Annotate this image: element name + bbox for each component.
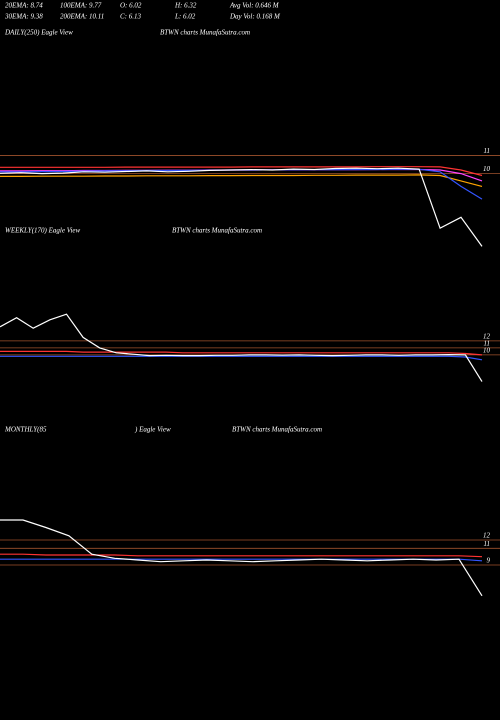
y-tick-label: 12 — [483, 332, 491, 340]
price-line — [0, 313, 483, 382]
stat: H: 6.32 — [174, 2, 197, 10]
y-tick-label: 11 — [484, 340, 490, 348]
stat: 30EMA: 9.38 — [4, 13, 43, 21]
stat: Day Vol: 0.168 M — [229, 13, 281, 21]
y-tick-label: 10 — [483, 347, 491, 355]
stat: C: 6.13 — [120, 13, 142, 21]
price-line — [0, 174, 483, 187]
y-tick-label: 11 — [484, 147, 490, 155]
panel-title: ) Eagle View — [134, 426, 171, 434]
stat: 20EMA: 8.74 — [5, 2, 43, 10]
y-tick-label: 11 — [484, 540, 490, 548]
y-tick-label: 10 — [483, 165, 491, 173]
stat: 100EMA: 9.77 — [60, 2, 102, 10]
stat: Avg Vol: 0.646 M — [229, 2, 280, 10]
y-tick-label: 12 — [483, 532, 491, 540]
stat: 200EMA: 10.11 — [60, 13, 104, 21]
panel-title: DAILY(250) Eagle View — [4, 29, 73, 37]
stat: L: 6.02 — [174, 13, 196, 21]
price-line — [0, 519, 483, 597]
price-line — [0, 553, 483, 558]
panel-title: MONTHLY(85 — [4, 426, 47, 434]
price-line — [0, 350, 483, 356]
panel-title: WEEKLY(170) Eagle View — [5, 227, 80, 235]
price-line — [0, 355, 483, 361]
price-line — [0, 166, 483, 177]
panel-subtitle: BTWN charts MunafaSutra.com — [172, 227, 262, 235]
panel-subtitle: BTWN charts MunafaSutra.com — [232, 426, 322, 434]
stat: O: 6.02 — [120, 2, 142, 10]
panel-subtitle: BTWN charts MunafaSutra.com — [160, 29, 250, 37]
y-tick-label: 9 — [487, 557, 491, 565]
price-line — [0, 167, 483, 247]
